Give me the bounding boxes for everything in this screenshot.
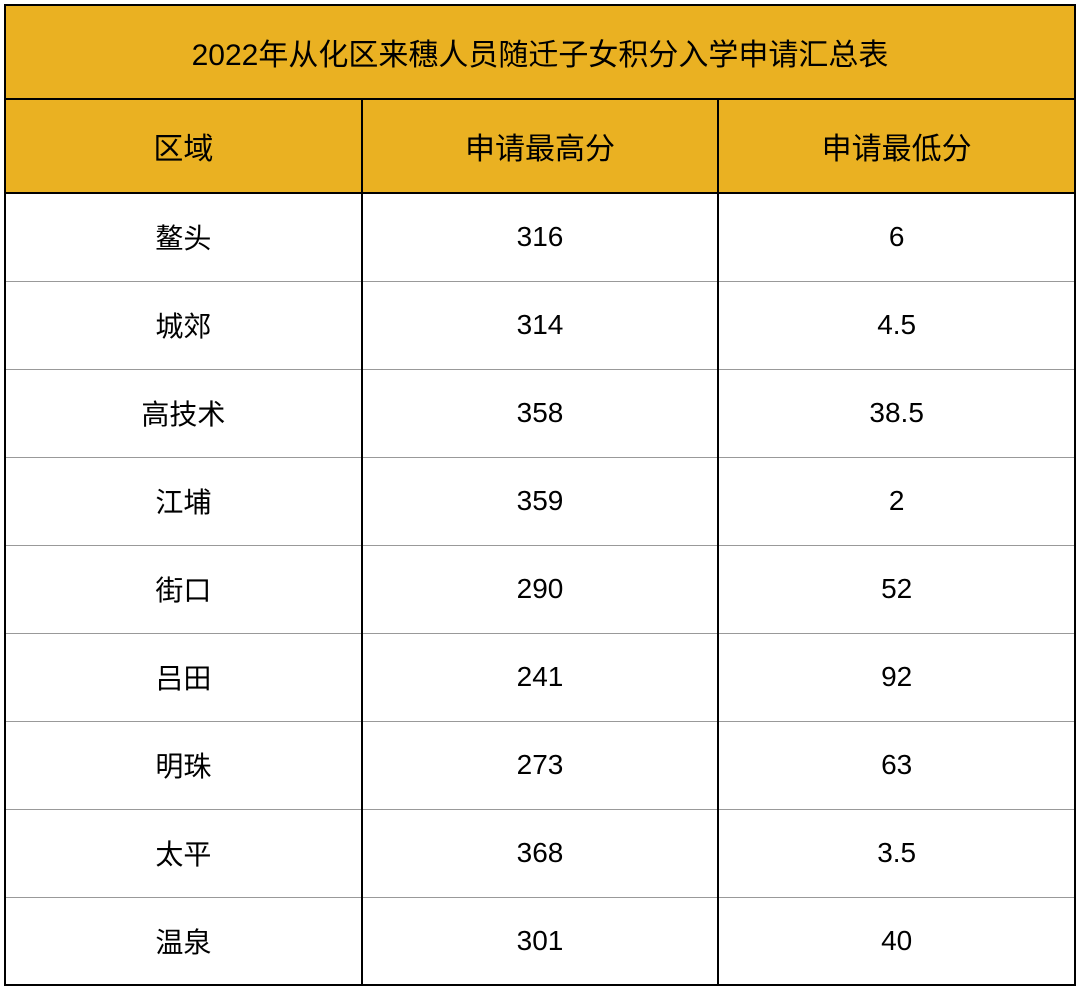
- cell-region: 江埔: [5, 457, 362, 545]
- cell-min: 3.5: [718, 809, 1075, 897]
- table-row: 街口 290 52: [5, 545, 1075, 633]
- column-header-min: 申请最低分: [718, 99, 1075, 193]
- cell-min: 38.5: [718, 369, 1075, 457]
- table-row: 明珠 273 63: [5, 721, 1075, 809]
- cell-min: 52: [718, 545, 1075, 633]
- cell-region: 太平: [5, 809, 362, 897]
- table-row: 吕田 241 92: [5, 633, 1075, 721]
- table-title-row: 2022年从化区来穗人员随迁子女积分入学申请汇总表: [5, 5, 1075, 99]
- cell-region: 吕田: [5, 633, 362, 721]
- summary-table: 2022年从化区来穗人员随迁子女积分入学申请汇总表 区域 申请最高分 申请最低分…: [4, 4, 1076, 986]
- cell-max: 359: [362, 457, 719, 545]
- cell-min: 40: [718, 897, 1075, 985]
- table-row: 太平 368 3.5: [5, 809, 1075, 897]
- column-header-max: 申请最高分: [362, 99, 719, 193]
- table-row: 江埔 359 2: [5, 457, 1075, 545]
- cell-region: 温泉: [5, 897, 362, 985]
- table-row: 温泉 301 40: [5, 897, 1075, 985]
- cell-region: 高技术: [5, 369, 362, 457]
- cell-max: 241: [362, 633, 719, 721]
- cell-max: 290: [362, 545, 719, 633]
- cell-max: 301: [362, 897, 719, 985]
- table-title: 2022年从化区来穗人员随迁子女积分入学申请汇总表: [5, 5, 1075, 99]
- cell-max: 314: [362, 281, 719, 369]
- cell-max: 368: [362, 809, 719, 897]
- cell-region: 明珠: [5, 721, 362, 809]
- table-row: 高技术 358 38.5: [5, 369, 1075, 457]
- cell-max: 358: [362, 369, 719, 457]
- cell-min: 6: [718, 193, 1075, 281]
- table-row: 城郊 314 4.5: [5, 281, 1075, 369]
- column-header-region: 区域: [5, 99, 362, 193]
- cell-region: 城郊: [5, 281, 362, 369]
- table-container: 2022年从化区来穗人员随迁子女积分入学申请汇总表 区域 申请最高分 申请最低分…: [4, 4, 1076, 986]
- cell-min: 92: [718, 633, 1075, 721]
- table-row: 鳌头 316 6: [5, 193, 1075, 281]
- cell-region: 鳌头: [5, 193, 362, 281]
- cell-min: 63: [718, 721, 1075, 809]
- cell-max: 273: [362, 721, 719, 809]
- cell-max: 316: [362, 193, 719, 281]
- cell-min: 2: [718, 457, 1075, 545]
- cell-region: 街口: [5, 545, 362, 633]
- table-header-row: 区域 申请最高分 申请最低分: [5, 99, 1075, 193]
- cell-min: 4.5: [718, 281, 1075, 369]
